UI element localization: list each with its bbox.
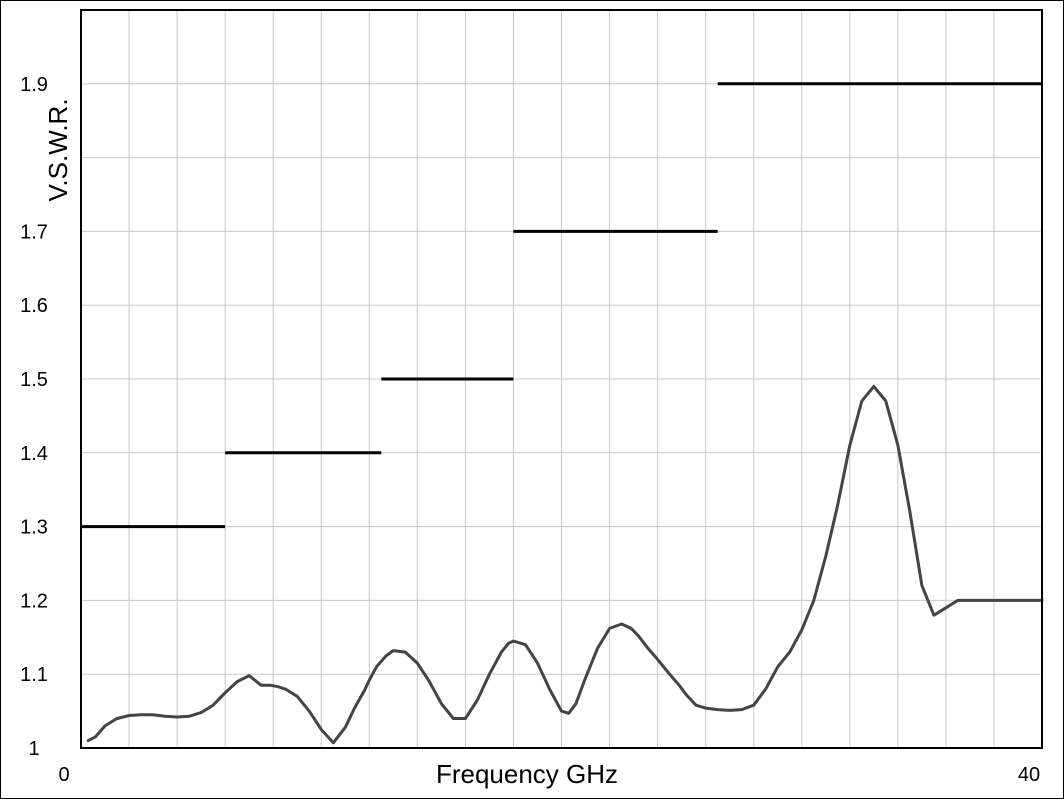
- y-tick-label: 1.4: [20, 443, 48, 465]
- x-axis-title: Frequency GHz: [436, 759, 618, 789]
- vswr-series-line: [86, 384, 1044, 745]
- x-tick-label-end: 40: [1018, 764, 1040, 786]
- plot-area-border: [80, 9, 1043, 749]
- y-tick-label: 1.9: [20, 74, 48, 96]
- y-tick-label: 1.2: [20, 590, 48, 612]
- series-layer: [86, 384, 1044, 745]
- y-tick-labels: 1 1.1 1.2 1.3 1.4 1.5 1.6 1.7 1.9: [20, 74, 48, 760]
- y-tick-label: 1.6: [20, 295, 48, 317]
- y-tick-label: 1: [28, 738, 39, 760]
- y-tick-label: 1.5: [20, 369, 48, 391]
- y-axis-title: V.S.W.R.: [43, 98, 73, 201]
- spec-limit-steps: [81, 82, 1042, 529]
- y-tick-label: 1.3: [20, 517, 48, 539]
- x-tick-label-start: 0: [58, 764, 69, 786]
- y-tick-label: 1.1: [20, 664, 48, 686]
- grid: [81, 10, 1042, 748]
- y-tick-label: 1.7: [20, 221, 48, 243]
